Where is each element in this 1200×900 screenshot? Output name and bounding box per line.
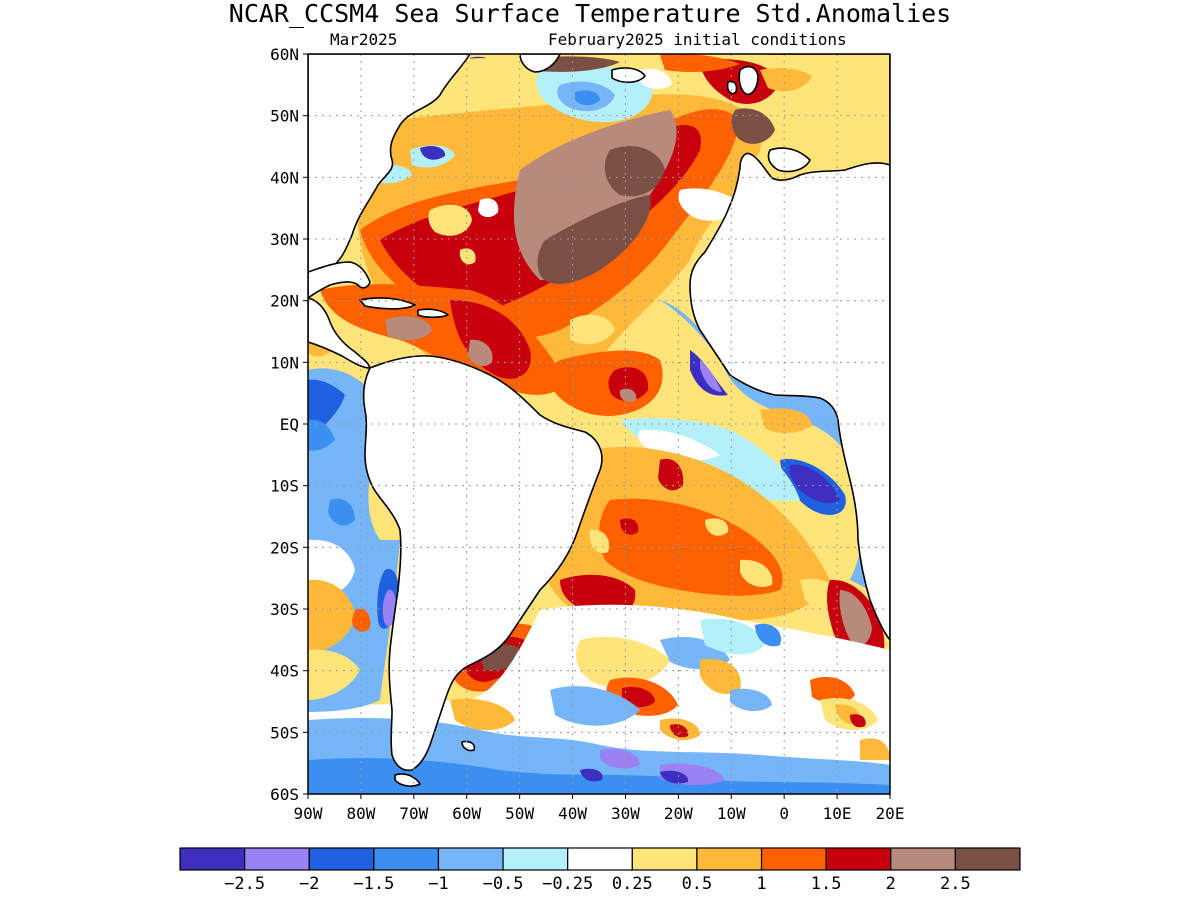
colorbar: −2.5 −2 −1.5 −1 −0.5 −0.25 0.25 0.5 1 1.5 2 2.5 [179,847,1021,894]
eastern-pacific-anomaly-field [308,338,400,712]
colorbar-label: 0.5 [682,874,713,894]
colorbar-label: 1 [756,874,766,894]
north-atlantic-anomaly-field [320,94,762,416]
lon-tick-label: 20E [876,804,905,823]
lon-tick-label: 60W [452,804,481,823]
land-masses [308,54,890,787]
lon-tick-label: 20W [664,804,693,823]
colorbar-swatch [308,847,375,871]
lon-tick-label: 10E [823,804,852,823]
florida-peninsula [308,261,371,299]
colorbar-label: 1.5 [811,874,842,894]
colorbar-label: −2.5 [224,874,265,894]
lat-tick-label: 40N [270,168,299,187]
colorbar-swatch [179,847,246,871]
lon-tick-label: 90W [294,804,323,823]
europe-africa [689,54,890,641]
map-plot-area [308,54,890,794]
colorbar-swatch [567,847,633,871]
colorbar-label: −2 [299,874,319,894]
colorbar-swatch [760,847,827,871]
central-america [308,297,371,369]
lon-tick-label: 80W [346,804,375,823]
iberian-peninsula [767,147,811,173]
colorbar-swatch [954,847,1021,871]
greenland [519,54,561,73]
iceland [611,67,646,84]
lon-tick-label: 50W [505,804,534,823]
latitude-axis: 60N 50N 40N 30N 20N 10N EQ 10S 20S 30S 40S 50S 60S [270,45,308,804]
colorbar-label: −0.25 [542,874,593,894]
ireland [726,80,738,95]
lat-tick-label: 60N [270,45,299,64]
southern-ocean-cold-field [308,604,890,794]
lon-tick-label: 30W [611,804,640,823]
lon-tick-label: 10W [717,804,746,823]
colorbar-swatch [696,847,763,871]
colorbar-label: −1.5 [353,874,394,894]
colorbar-label: −0.5 [483,874,524,894]
colorbar-swatch [373,847,440,871]
lat-tick-label: 30N [270,230,299,249]
lat-tick-label: 30S [270,600,299,619]
lon-tick-label: 40W [558,804,587,823]
colorbar-swatch [437,847,504,871]
colorbar-label: 0.25 [612,874,653,894]
lat-tick-label: 20N [270,292,299,311]
lat-tick-label: EQ [280,415,299,434]
initial-conditions-label: February2025 initial conditions [548,30,847,49]
british-isles [738,65,759,96]
colorbar-swatch [631,847,698,871]
lat-tick-label: 60S [270,785,299,804]
lat-tick-label: 10S [270,477,299,496]
lat-tick-label: 40S [270,662,299,681]
colorbar-swatch [825,847,892,871]
lon-tick-label: 0 [779,804,789,823]
longitude-axis: 90W 80W 70W 60W 50W 40W 30W 20W 10W 0 10E 20E [294,794,905,823]
colorbar-swatch [244,847,310,871]
lon-tick-label: 70W [399,804,428,823]
colorbar-label: 2 [886,874,896,894]
falkland-islands [461,740,476,752]
forecast-month-label: Mar2025 [330,30,397,49]
hispaniola [417,308,449,319]
colorbar-swatch [890,847,956,871]
lat-tick-label: 50S [270,723,299,742]
south-america [362,355,603,772]
map-gridlines [308,54,890,794]
colorbar-swatch [502,847,569,871]
colorbar-label: −1 [428,874,448,894]
cuba [359,297,416,310]
chart-title: NCAR_CCSM4 Sea Surface Temperature Std.A… [229,0,951,28]
lat-tick-label: 10N [270,353,299,372]
colorbar-label: 2.5 [940,874,971,894]
lat-tick-label: 50N [270,107,299,126]
lat-tick-label: 20S [270,538,299,557]
